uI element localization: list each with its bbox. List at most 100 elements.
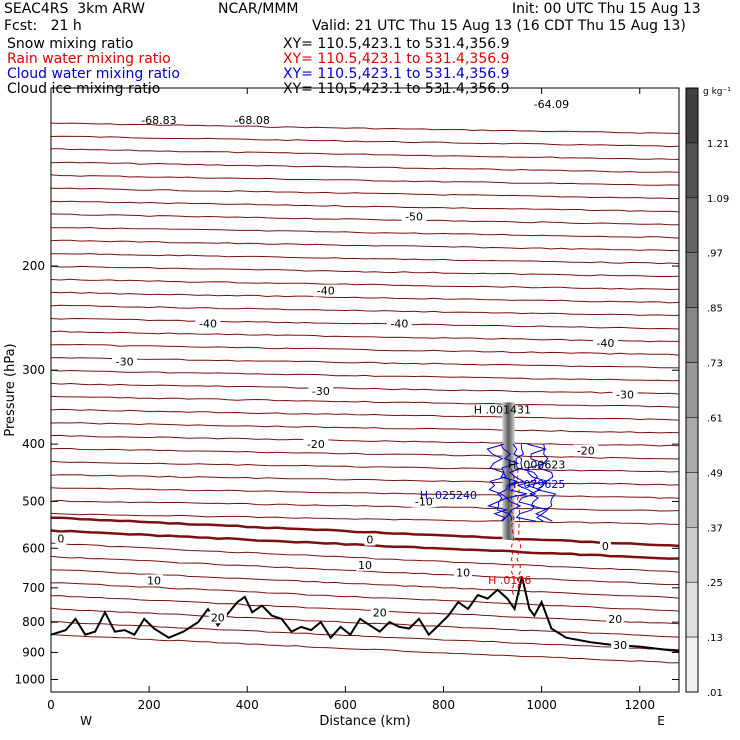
isotherm-label: 10 — [147, 574, 161, 587]
isotherm-lines — [50, 122, 680, 664]
isotherm-label-bg — [145, 574, 164, 587]
isotherm-line — [50, 357, 680, 369]
extremum-annotation: H .0106 — [488, 574, 531, 587]
extremum-annotation: H .000623 — [508, 459, 565, 472]
isotherm-line — [50, 512, 680, 525]
valid-time: Valid: 21 UTC Thu 15 Aug 13 (16 CDT Thu … — [312, 18, 686, 34]
isotherm-label-bg — [599, 540, 611, 553]
isotherm-label: -10 — [415, 495, 433, 508]
isotherm-line — [50, 187, 679, 199]
isotherm-line — [50, 161, 680, 173]
isotherm-line — [50, 330, 679, 343]
extremum-annotation: -64.09 — [534, 98, 569, 111]
field-name-cloud-water: Cloud water mixing ratio — [7, 66, 180, 82]
isotherm-label-bg — [386, 317, 412, 330]
y-tick-label: 400 — [22, 437, 45, 451]
colorbar-segment — [685, 142, 699, 199]
rain-water-contour — [510, 468, 515, 596]
terrain-profile — [50, 576, 680, 653]
isotherm-label: 10 — [358, 559, 372, 572]
isotherm-line — [50, 634, 680, 664]
colorbar-unit: g kg⁻¹ — [703, 87, 731, 97]
colorbar-segment — [685, 87, 699, 144]
isotherm-line — [50, 317, 680, 330]
isotherm-line — [50, 542, 680, 573]
isotherm-label: 20 — [373, 606, 387, 619]
isotherm-label-bg — [112, 355, 138, 368]
colorbar-segment — [685, 197, 699, 253]
x-tick-label: 1000 — [526, 698, 557, 712]
init-time: Init: 00 UTC Thu 15 Aug 13 — [512, 1, 701, 17]
isotherm-label-bg — [313, 284, 339, 297]
y-tick-label: 1000 — [14, 672, 45, 686]
colorbar-tick-label: .13 — [707, 633, 723, 644]
isotherm-line — [50, 474, 680, 486]
colorbar-tick-label: 1.21 — [707, 139, 729, 150]
y-tick-label: 200 — [22, 259, 45, 273]
isotherm-line — [50, 213, 680, 226]
extremum-annotation: H .025240 — [420, 489, 477, 502]
cloud-water-contour — [505, 443, 528, 522]
isotherm-label-bg — [364, 533, 376, 546]
isotherm-label-bg — [411, 495, 437, 508]
isotherm-line — [50, 499, 680, 512]
isotherm-line — [50, 408, 680, 421]
isotherm-line — [51, 516, 680, 548]
extremum-annotation: H .001431 — [474, 403, 531, 416]
colorbar-segment — [685, 581, 699, 638]
x-tick-label: 400 — [236, 698, 259, 712]
cloud-water-contour — [486, 443, 509, 522]
field-name-cloud-ice: Cloud ice mixing ratio — [7, 81, 161, 97]
colorbar-segment — [685, 417, 699, 473]
isotherm-label: 0 — [366, 534, 373, 547]
isotherm-label-bg — [303, 438, 329, 451]
colorbar-tick-label: .85 — [707, 304, 723, 315]
isotherm-line — [50, 304, 679, 316]
isotherm-line — [50, 382, 680, 395]
cloud-water-contour — [534, 444, 557, 522]
org-label: NCAR/MMM — [218, 1, 299, 17]
colorbar-segment — [685, 307, 699, 363]
isotherm-line — [50, 278, 680, 291]
colorbar-tick-label: .25 — [707, 578, 723, 589]
isotherm-label: 20 — [608, 613, 622, 626]
isotherm-label-bg — [401, 210, 427, 223]
isotherm-label-bg — [606, 612, 625, 625]
forecast-hour: Fcst: 21 h — [4, 18, 82, 34]
isotherm-line — [50, 174, 680, 186]
isotherm-label: -30 — [312, 385, 330, 398]
isotherm-line — [50, 395, 680, 408]
isotherm-line — [50, 343, 680, 356]
isotherm-label-bg — [592, 337, 618, 350]
isotherm-label: -20 — [577, 444, 595, 457]
y-tick-label: 600 — [22, 541, 45, 555]
colorbar: 1.21 1.09 .97 .85 .73 .61 .49 .37 .25 .13 .01 — [685, 87, 729, 699]
isotherm-label: 20 — [211, 611, 225, 624]
isotherm-line — [50, 200, 680, 213]
colorbar-segment — [685, 472, 699, 528]
isotherm-label: -40 — [390, 317, 408, 330]
isotherm-label: -50 — [405, 211, 423, 224]
x-tick-label: 0 — [47, 698, 55, 712]
hydrometeor-contours — [486, 443, 557, 596]
x-tick-label: 800 — [432, 698, 455, 712]
x-end-label-east: E — [657, 714, 665, 728]
isotherm-line — [50, 291, 680, 304]
field-name-snow: Snow mixing ratio — [7, 36, 134, 52]
y-axis-label: Pressure (hPa) — [3, 343, 18, 436]
y-tick-label: 800 — [22, 615, 45, 629]
model-title: SEAC4RS 3km ARW — [4, 1, 145, 17]
colorbar-tick-label: .49 — [707, 468, 723, 479]
x-tick-label: 1200 — [624, 698, 655, 712]
isotherm-line — [50, 135, 680, 148]
isotherm-line — [50, 422, 680, 434]
isotherm-label: -20 — [307, 438, 325, 451]
isotherm-label-bg — [573, 444, 599, 457]
isotherm-label: -30 — [116, 355, 134, 368]
colorbar-frame — [685, 87, 699, 693]
isotherm-label-bg — [308, 384, 334, 397]
isotherm-line — [50, 122, 680, 134]
colorbar-segment — [685, 362, 699, 418]
y-tick-label: 500 — [22, 494, 45, 508]
isotherm-label: -30 — [616, 389, 634, 402]
